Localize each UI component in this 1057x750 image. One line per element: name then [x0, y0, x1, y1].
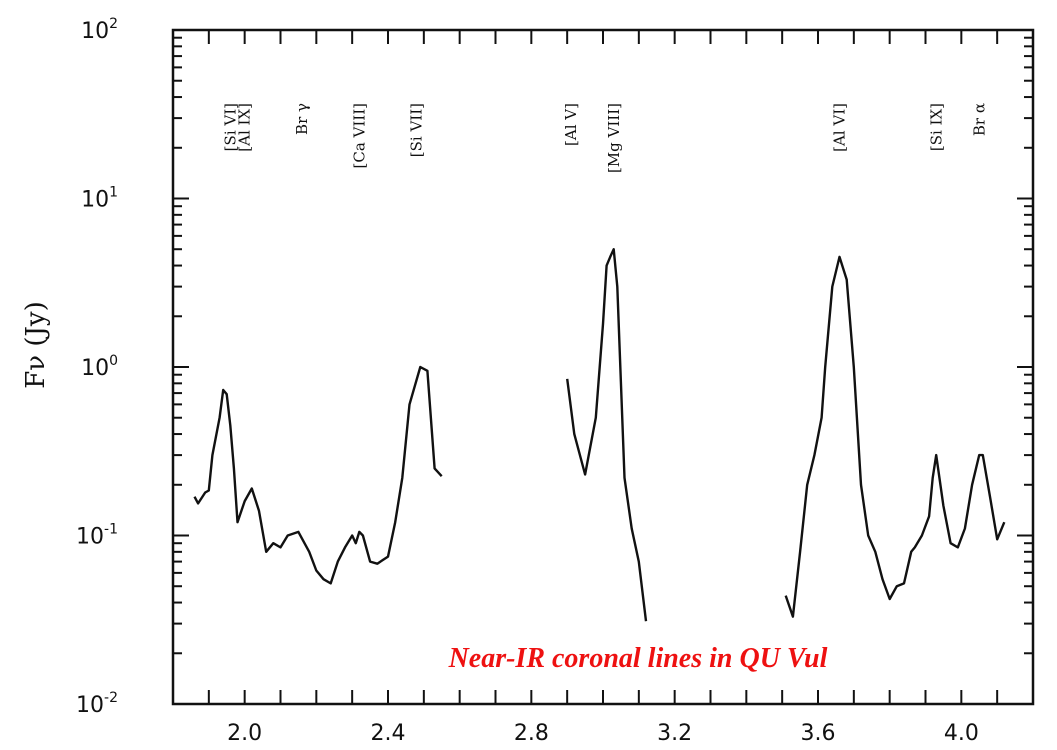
spectral-line-label: [Ca VIII]: [350, 103, 368, 169]
spectral-line-label: [Si VII]: [408, 103, 426, 157]
spectral-line-label: Br α: [970, 103, 988, 136]
spectral-line-label: [Al IX]: [236, 103, 254, 152]
y-tick-exponent: 1: [109, 185, 118, 201]
y-tick-exponent: -1: [104, 522, 118, 538]
x-tick-label: 2.4: [371, 721, 406, 746]
y-tick-exponent: 2: [109, 16, 118, 32]
y-tick-exponent: 0: [109, 353, 118, 369]
spectral-line-label: Br γ: [293, 103, 311, 135]
spectral-line-label: [Al VI]: [831, 103, 849, 152]
y-tick-base: 10: [76, 525, 104, 550]
y-tick-base: 10: [81, 188, 109, 213]
x-tick-label: 2.0: [227, 721, 262, 746]
y-tick-label: 10-1: [76, 522, 118, 550]
y-tick-base: 10: [81, 19, 109, 44]
y-tick-label: 102: [81, 16, 118, 44]
x-tick-label: 3.6: [801, 721, 836, 746]
spectral-line-label: [Al V]: [562, 103, 580, 146]
y-tick-exponent: -2: [104, 690, 118, 706]
spectral-line-label: [Si VI]: [221, 103, 239, 151]
x-tick-label: 2.8: [514, 721, 549, 746]
x-tick-label: 4.0: [944, 721, 979, 746]
x-tick-label: 3.2: [657, 721, 692, 746]
spectrum-segment-3: [784, 255, 1006, 618]
axis-ticks: [172, 30, 1034, 704]
y-tick-label: 10-2: [76, 690, 118, 718]
y-tick-base: 10: [76, 693, 104, 718]
spectrum-segment-2: [566, 247, 648, 622]
y-tick-label: 101: [81, 185, 118, 213]
x-tick-labels: 2.0 2.4 2.8 3.2 3.6 4.0: [227, 721, 979, 746]
spectral-line-label: [Si IX]: [927, 103, 945, 151]
y-axis-label: Fν (Jy): [21, 301, 51, 389]
spectral-line-label: [Mg VIII]: [605, 103, 623, 173]
y-tick-base: 10: [81, 356, 109, 381]
spectrum-segment-1: [193, 365, 443, 585]
chart-annotation: Near-IR coronal lines in QU Vul: [448, 643, 828, 674]
spectral-line-labels: [Si VI][Al IX] Br γ [Ca VIII] [Si VII] [Al V…: [221, 103, 988, 173]
y-tick-label: 100: [81, 353, 118, 381]
spectrum-series: [193, 247, 1006, 622]
